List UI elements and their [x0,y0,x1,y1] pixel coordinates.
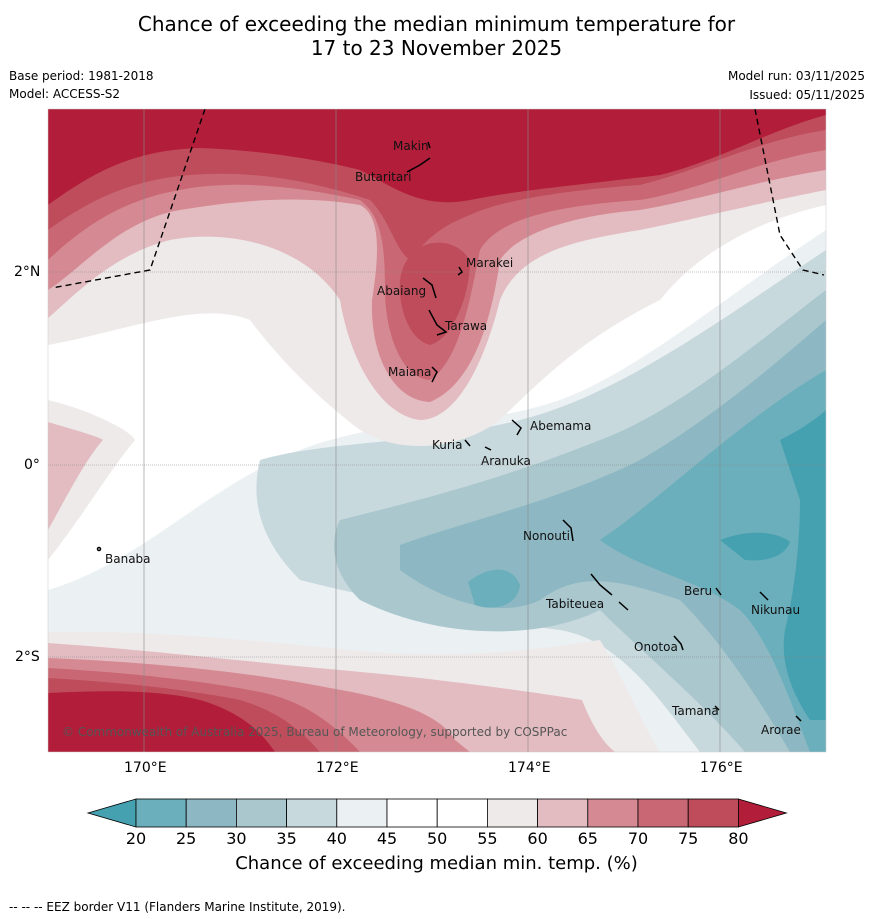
place-label: Kuria [432,438,463,452]
colorbar-segment [386,798,438,828]
colorbar-segment [587,798,639,828]
model-name: Model: ACCESS-S2 [9,87,121,101]
title-line-1: Chance of exceeding the median minimum t… [137,12,736,36]
place-label: Arorae [761,723,801,737]
colorbar-extend-high [738,798,788,828]
colorbar-title: Chance of exceeding median min. temp. (%… [235,853,638,874]
place-label: Nikunau [751,603,800,617]
colorbar-tick-label: 25 [176,829,197,848]
colorbar-segment [336,798,388,828]
place-label: Banaba [105,552,151,566]
place-label: Tabiteuea [545,597,604,611]
colorbar-segment [135,798,187,828]
colorbar-tick-label: 65 [577,829,598,848]
place-label: Beru [684,584,712,598]
place-label: Marakei [466,256,513,270]
lat-label: 0° [24,457,40,473]
place-label: Tamana [671,704,719,718]
colorbar-segment [687,798,739,828]
colorbar-tick-label: 55 [477,829,498,848]
islands [96,141,802,722]
colorbar-segment [637,798,689,828]
colorbar-tick-label: 75 [678,829,699,848]
base-period: Base period: 1981-2018 [9,69,154,83]
lon-label: 170°E [124,760,167,776]
colorbar-segment [537,798,589,828]
colorbar-segment [235,798,287,828]
place-label: Butaritari [355,170,412,184]
colorbar-tick-label: 45 [376,829,398,848]
colorbar [86,798,788,828]
lon-label: 176°E [700,760,743,776]
lon-label: 172°E [316,760,359,776]
contour-fill: Makin Butaritari Marakei Abaiang Tarawa … [48,109,826,752]
colorbar-tick-label: 50 [427,829,448,848]
colorbar-tick-label: 60 [527,829,548,848]
title-line-2: 17 to 23 November 2025 [310,36,563,60]
issued-date: Issued: 05/11/2025 [749,88,865,102]
colorbar-tick-label: 70 [627,829,649,848]
band-20b [720,532,790,561]
eez-border-west [51,109,206,289]
gridlines [48,109,826,752]
lat-label: 2°N [14,264,41,280]
band-west-60 [48,422,103,530]
place-label: Onotoa [634,640,678,654]
band-s-80 [48,691,275,752]
colorbar-tick-label: 20 [125,829,147,848]
colorbar-segment [185,798,237,828]
band-25b [468,569,520,608]
colorbar-segment [436,798,488,828]
place-label: Maiana [388,365,431,379]
band-20 [780,410,826,720]
map-frame [47,108,827,753]
lon-label: 174°E [508,760,551,776]
colorbar-segment [286,798,338,828]
colorbar-extend-low [86,798,137,828]
eez-border-east [754,109,825,276]
footer-note: -- -- -- EEZ border V11 (Flanders Marine… [9,900,346,914]
model-run: Model run: 03/11/2025 [727,69,865,83]
colorbar-segment [486,798,538,828]
lat-label: 2°S [15,649,40,665]
colorbar-tick-label: 80 [728,829,749,848]
place-label: Aranuka [481,454,531,468]
place-label: Nonouti [523,529,570,543]
copyright-text: © Commonwealth of Australia 2025, Bureau… [62,725,567,739]
colorbar-tick-label: 40 [326,829,347,848]
place-label: Tarawa [444,319,487,333]
place-label: Abaiang [377,284,426,298]
band-25 [600,370,826,752]
place-label: Abemama [530,419,591,433]
colorbar-tick-label: 35 [276,829,297,848]
colorbar-tick-label: 30 [226,829,247,848]
band-80 [48,109,826,205]
place-label: Makin [393,139,429,153]
